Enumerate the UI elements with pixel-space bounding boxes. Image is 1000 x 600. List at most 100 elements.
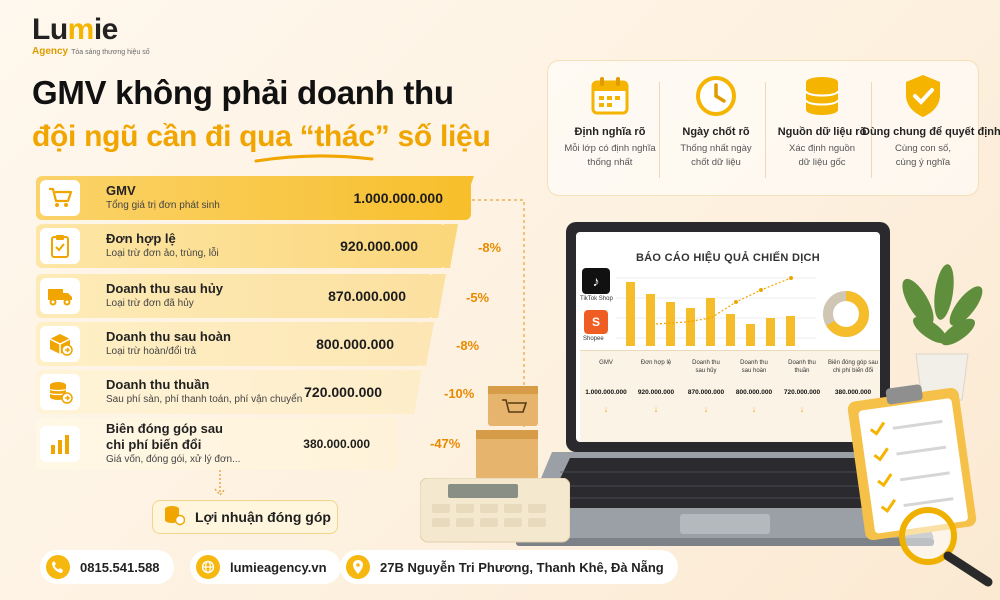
funnel-arrow-tip [448, 176, 474, 220]
principle-title: Định nghĩa rõ [574, 126, 646, 138]
funnel-row-net-revenue: Doanh thu thuần Sau phí sàn, phí thanh to… [36, 370, 410, 414]
principle-title: Dùng chung để quyết định [862, 126, 1000, 138]
shopping-cart-icon [40, 180, 80, 216]
funnel-value: 720.000.000 [304, 384, 382, 400]
funnel-row-after-cancel: Doanh thu sau hủy Loại trừ đơn đã hủy 870… [36, 274, 434, 318]
funnel-change: -8% [456, 338, 480, 353]
funnel-value: 380.000.000 [303, 437, 370, 451]
contact-website[interactable]: lumieagency.vn [190, 550, 341, 584]
principle-title: Ngày chốt rõ [682, 126, 750, 138]
funnel-title: Đơn hợp lệ [106, 231, 176, 246]
funnel-title: Doanh thu thuần [106, 377, 210, 392]
website-link: lumieagency.vn [230, 559, 327, 575]
funnel-row-after-return: Doanh thu sau hoàn Loại trừ hoàn/đổi trả … [36, 322, 422, 366]
clock-icon [664, 72, 768, 120]
funnel-title: Doanh thu sau hoàn [106, 329, 231, 344]
down-arrow-icon [214, 470, 226, 497]
principle-desc: cùng ý nghĩa [895, 157, 951, 168]
report-column: Doanh thu sau hủy 870.000.000 ↓ [682, 351, 730, 414]
funnel-value: 870.000.000 [328, 288, 406, 304]
funnel-subtitle: Loại trừ hoàn/đổi trả [106, 346, 197, 357]
funnel-arrow-tip [444, 224, 458, 268]
result-label: Lợi nhuận đóng góp [195, 509, 331, 525]
tiktok-shop-icon: ♪ [582, 268, 610, 294]
principle-cutoff-date: Ngày chốt rõ Thống nhất ngày chốt dữ liệ… [664, 72, 768, 170]
funnel-subtitle: Loại trừ đơn ảo, trùng, lỗi [106, 248, 219, 259]
database-icon [770, 72, 874, 120]
funnel-subtitle: Giá vốn, đóng gói, xử lý đơn... [106, 454, 241, 465]
down-arrow-icon: ↓ [653, 404, 659, 414]
funnel-row-gmv: GMV Tổng giá trị đơn phát sinh 1.000.000.… [36, 176, 471, 220]
principle-definition: Định nghĩa rõ Mỗi lớp có định nghĩa thốn… [558, 72, 662, 170]
shield-check-icon [862, 72, 984, 120]
funnel-value: 1.000.000.000 [353, 190, 443, 206]
headline-line-1: GMV không phải doanh thu [32, 74, 454, 111]
platform-label: Shopee [583, 336, 604, 342]
report-column: Doanh thu thuần 720.000.000 ↓ [778, 351, 826, 414]
clipboard-checklist-icon [847, 384, 977, 540]
return-box-icon [40, 326, 80, 362]
report-column: Doanh thu sau hoàn 800.000.000 ↓ [730, 351, 778, 414]
down-arrow-icon: ↓ [799, 404, 805, 414]
clipboard-check-icon [40, 228, 80, 264]
principle-shared-decision: Dùng chung để quyết định Cùng con số, cù… [862, 72, 1000, 170]
funnel-change: -47% [430, 436, 461, 451]
coin-stack-icon [163, 504, 186, 531]
funnel-title: Biên đóng góp sau [106, 421, 223, 436]
contact-address[interactable]: 27B Nguyễn Tri Phương, Thanh Khê, Đà Nẵn… [340, 550, 678, 584]
funnel-arrow-tip [420, 322, 434, 366]
magnifier-icon [899, 507, 993, 587]
phone-icon [46, 555, 70, 579]
delivery-truck-icon [40, 278, 80, 314]
funnel-row-valid-orders: Đơn hợp lệ Loại trừ đơn ảo, trùng, lỗi 92… [36, 224, 446, 268]
funnel-subtitle: Sau phí sàn, phí thanh toán, phí vận chu… [106, 394, 303, 405]
divider [659, 82, 660, 178]
contact-phone[interactable]: 0815.541.588 [40, 550, 174, 584]
funnel-value: 920.000.000 [340, 238, 418, 254]
funnel-subtitle: Loại trừ đơn đã hủy [106, 298, 194, 309]
funnel-change: -5% [466, 290, 490, 305]
funnel-arrow-tip [408, 370, 422, 414]
principle-desc: Thống nhất ngày [680, 143, 752, 154]
headline-line-2: đội ngũ cần đi qua “thác” số liệu [32, 120, 491, 153]
funnel-subtitle: Tổng giá trị đơn phát sinh [106, 200, 220, 211]
principle-desc: Mỗi lớp có định nghĩa [564, 143, 656, 154]
report-dashboard: BÁO CÁO HIỆU QUẢ CHIẾN DỊCH ♪ TikTok Sho… [576, 232, 880, 442]
potted-plant-icon [902, 264, 983, 401]
cardboard-boxes-icon [476, 386, 538, 480]
divider [871, 82, 872, 178]
funnel-title: Doanh thu sau hủy [106, 281, 223, 296]
report-donut-chart [823, 291, 869, 337]
report-column: GMV 1.000.000.000 ↓ [582, 351, 630, 414]
laptop-keyboard [516, 452, 934, 546]
address-text: 27B Nguyễn Tri Phương, Thanh Khê, Đà Nẵn… [380, 559, 664, 575]
result-badge: Lợi nhuận đóng góp [152, 500, 338, 534]
brand-logo: Lumie Agency Tỏa sáng thương hiệu số [32, 13, 150, 58]
principle-desc: dữ liệu gốc [798, 157, 846, 168]
down-arrow-icon: ↓ [751, 404, 757, 414]
down-arrow-icon: ↓ [703, 404, 709, 414]
brand-name: Lumie [32, 13, 118, 46]
funnel-arrow-tip [432, 274, 446, 318]
brand-tagline: Tỏa sáng thương hiệu số [71, 49, 150, 56]
phone-number: 0815.541.588 [80, 559, 160, 575]
globe-icon [196, 555, 220, 579]
funnel-row-contribution-margin: Biên đóng góp sau chi phí biến đổi Giá v… [36, 418, 398, 470]
calendar-icon [558, 72, 662, 120]
divider [765, 82, 766, 178]
funnel-title: GMV [106, 183, 136, 198]
funnel-change: -10% [444, 386, 475, 401]
location-pin-icon [346, 555, 370, 579]
report-column: Đơn hợp lệ 920.000.000 ↓ [632, 351, 680, 414]
platform-label: TikTok Shop [580, 296, 613, 302]
principle-desc: thống nhất [587, 157, 633, 168]
report-title: BÁO CÁO HIỆU QUẢ CHIẾN DỊCH [635, 252, 821, 264]
coin-stack-icon [40, 374, 80, 410]
funnel-change: -8% [478, 240, 502, 255]
report-table: GMV 1.000.000.000 ↓ Đơn hợp lệ 920.000.000 ↓… [580, 350, 880, 442]
funnel-title-2: chi phí biến đổi [106, 437, 202, 452]
principle-title: Nguồn dữ liệu rõ [777, 126, 867, 138]
principle-desc: Cùng con số, [895, 143, 951, 154]
shopee-icon: S [584, 310, 608, 334]
down-arrow-icon: ↓ [603, 404, 609, 414]
